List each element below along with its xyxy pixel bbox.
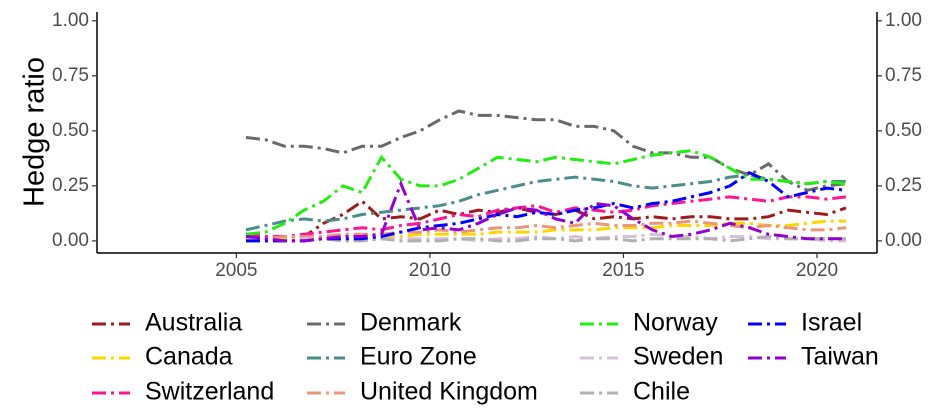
series-line	[246, 234, 846, 243]
series-line	[245, 149, 847, 236]
series-line	[245, 195, 847, 238]
series-line	[246, 219, 847, 241]
y2-tick-label: 0.75	[885, 65, 922, 86]
y-tick-label: 0.00	[52, 230, 89, 251]
y2-tick-label: 1.00	[885, 10, 922, 31]
series-line	[245, 179, 846, 243]
legend-label: Euro Zone	[360, 343, 477, 371]
x-tick-label: 2010	[409, 260, 451, 281]
legend-label: United Kingdom	[360, 378, 538, 406]
legend-label: Israel	[801, 309, 862, 337]
x-tick-label: 2020	[796, 260, 838, 281]
legend-label: Sweden	[633, 343, 723, 371]
y2-tick-label: 0.50	[885, 120, 922, 141]
legend-label: Denmark	[360, 309, 462, 337]
y2-tick-label: 0.25	[885, 175, 922, 196]
legend-label: Australia	[145, 309, 242, 337]
x-tick-label: 2015	[602, 260, 644, 281]
y-tick-label: 0.50	[52, 120, 89, 141]
series-line	[245, 199, 847, 241]
legend-label: Switzerland	[145, 378, 274, 406]
y2-tick-label: 0.00	[885, 230, 922, 251]
y-tick-label: 0.75	[52, 65, 89, 86]
legend-label: Chile	[633, 378, 690, 406]
legend-label: Canada	[145, 343, 233, 371]
y-tick-label: 1.00	[52, 10, 89, 31]
y-tick-label: 0.25	[52, 175, 89, 196]
x-tick-label: 2005	[215, 260, 257, 281]
legend-label: Taiwan	[801, 343, 879, 371]
series-line	[245, 173, 846, 232]
y-axis-label: Hedge ratio	[19, 57, 51, 207]
legend-label: Norway	[633, 309, 718, 337]
